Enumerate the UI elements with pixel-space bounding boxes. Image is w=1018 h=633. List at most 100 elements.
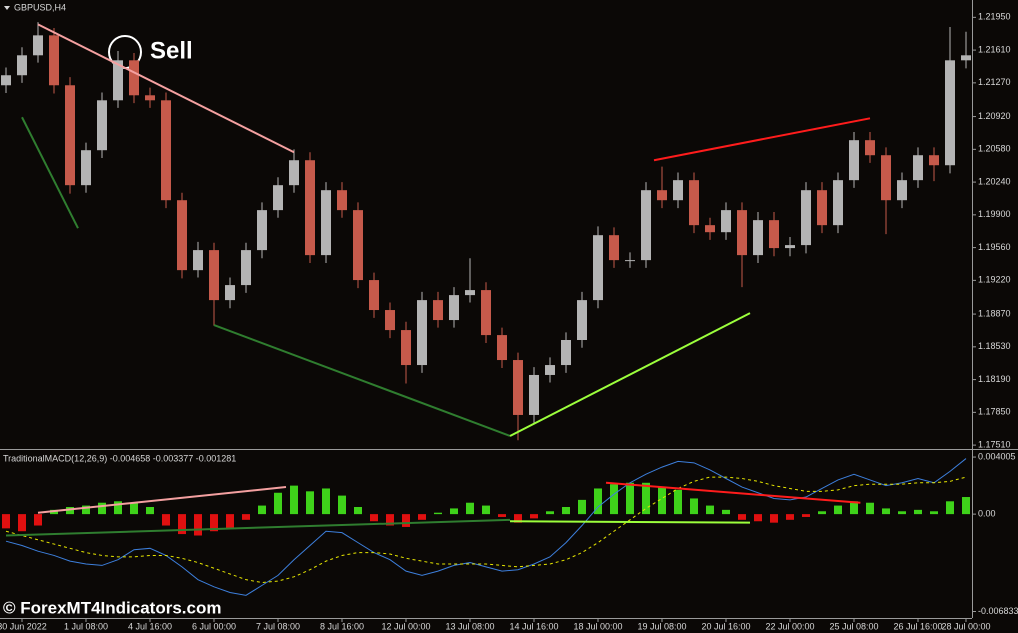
candle-body: [545, 365, 555, 375]
histogram-bar: [514, 514, 522, 523]
candle-body: [273, 185, 283, 211]
candle-body: [945, 60, 955, 166]
trend-line: [213, 324, 511, 437]
candle-body: [1, 75, 11, 86]
trend-line: [37, 486, 287, 514]
y-tick-label: 0.00: [978, 508, 996, 518]
y-tick-label: 1.21950: [978, 12, 1011, 22]
histogram-bar: [898, 511, 906, 515]
histogram-bar: [850, 501, 858, 515]
x-tick-label: 7 Jul 08:00: [256, 621, 300, 631]
candle-body: [593, 235, 603, 301]
histogram-bar: [18, 514, 26, 532]
x-tick-label: 18 Jul 00:00: [573, 621, 622, 631]
candle-body: [577, 300, 587, 340]
candle-body: [657, 190, 667, 201]
histogram-bar: [482, 505, 490, 515]
candle-body: [225, 285, 235, 301]
x-tick-label: 14 Jul 16:00: [509, 621, 558, 631]
histogram-bar: [258, 505, 266, 515]
histogram-bar: [338, 495, 346, 515]
histogram-bar: [802, 514, 810, 517]
histogram-bar: [434, 512, 442, 515]
y-tick-label: 1.18190: [978, 374, 1011, 384]
x-tick-label: 19 Jul 08:00: [637, 621, 686, 631]
candle-body: [305, 160, 315, 256]
candle-body: [833, 180, 843, 226]
histogram-bar: [66, 506, 74, 515]
x-tick-label: 28 Jul 00:00: [941, 621, 990, 631]
candle-body: [369, 280, 379, 311]
candle-body: [673, 180, 683, 201]
menu-arrow[interactable]: [4, 6, 10, 10]
trend-line: [605, 481, 861, 504]
candle-body: [289, 160, 299, 186]
histogram-bar: [274, 492, 282, 515]
y-tick-label: 1.20580: [978, 144, 1011, 154]
candle-body: [865, 140, 875, 156]
candle-body: [33, 35, 43, 56]
histogram-bar: [322, 488, 330, 515]
histogram-bar: [786, 514, 794, 520]
x-tick-label: 1 Jul 08:00: [64, 621, 108, 631]
histogram-bar: [674, 489, 682, 515]
candle-body: [849, 140, 859, 181]
candle-body: [161, 100, 171, 201]
histogram-bar: [290, 485, 298, 515]
y-tick-label: 1.17850: [978, 407, 1011, 417]
histogram-bar: [530, 514, 538, 519]
histogram-bar: [658, 487, 666, 515]
candle-body: [465, 290, 475, 296]
candle-body: [913, 155, 923, 181]
y-tick-label: 1.21610: [978, 44, 1011, 54]
histogram-bar: [34, 514, 42, 526]
histogram-bar: [226, 514, 234, 529]
trend-line: [653, 117, 871, 162]
y-tick-label: 1.17510: [978, 439, 1011, 449]
histogram-bar: [210, 514, 218, 532]
x-tick-label: 4 Jul 16:00: [128, 621, 172, 631]
histogram-bar: [498, 514, 506, 517]
candle-body: [129, 60, 139, 96]
histogram-bar: [354, 506, 362, 515]
histogram-bar: [738, 514, 746, 520]
histogram-bar: [866, 502, 874, 515]
candle-body: [81, 150, 91, 186]
candle-body: [929, 155, 939, 166]
histogram-bar: [370, 514, 378, 522]
candle-body: [449, 295, 459, 321]
histogram-bar: [194, 514, 202, 536]
watermark: © ForexMT4Indicators.com: [3, 598, 221, 617]
candle-body: [897, 180, 907, 201]
x-tick-label: 30 Jun 2022: [0, 621, 47, 631]
histogram-bar: [130, 502, 138, 515]
histogram-bar: [722, 509, 730, 515]
candle-body: [401, 330, 411, 366]
candle-body: [625, 260, 635, 262]
x-tick-label: 13 Jul 08:00: [445, 621, 494, 631]
candle-body: [193, 250, 203, 271]
candle-body: [385, 310, 395, 331]
y-tick-label: 1.20920: [978, 111, 1011, 121]
y-tick-label: 0.004005: [978, 451, 1016, 461]
x-tick-label: 25 Jul 08:00: [829, 621, 878, 631]
histogram-bar: [962, 497, 970, 515]
candle-body: [737, 210, 747, 256]
candle-body: [721, 210, 731, 233]
y-tick-label: 1.18870: [978, 308, 1011, 318]
histogram-bar: [402, 514, 410, 527]
trend-line: [509, 312, 751, 437]
sell-annotation: Sell: [150, 37, 193, 64]
y-tick-label: 1.18530: [978, 341, 1011, 351]
histogram-bar: [706, 505, 714, 515]
candle-body: [241, 250, 251, 286]
trend-line: [21, 116, 79, 229]
x-tick-label: 22 Jul 00:00: [765, 621, 814, 631]
x-tick-label: 12 Jul 00:00: [381, 621, 430, 631]
candle-body: [769, 220, 779, 249]
trend-line: [5, 518, 511, 537]
y-tick-label: 1.20240: [978, 176, 1011, 186]
histogram-bar: [770, 514, 778, 523]
